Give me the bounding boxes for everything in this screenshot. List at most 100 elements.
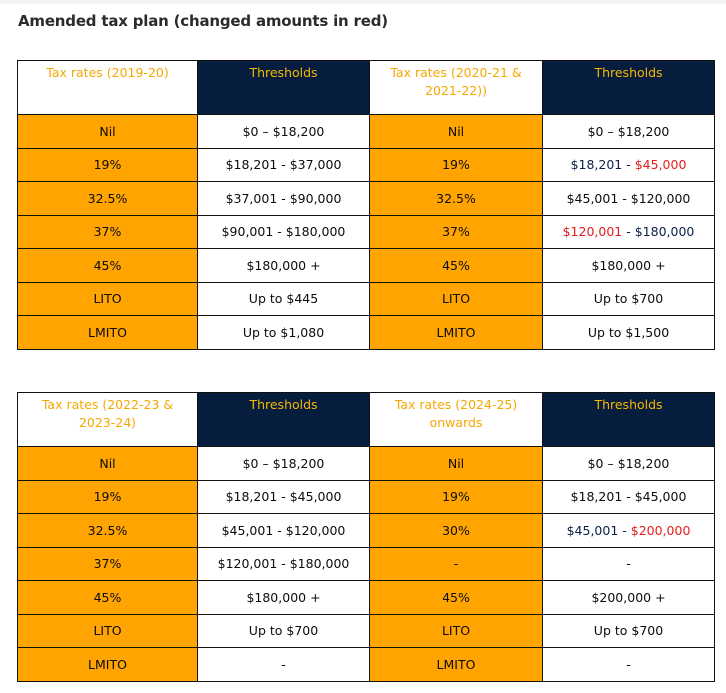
threshold-cell: $0 – $18,200: [197, 114, 370, 149]
threshold-cell: $200,000 +: [542, 580, 715, 615]
changed-threshold-value: $120,001: [562, 224, 623, 240]
threshold-cell: Up to $1,080: [197, 315, 370, 350]
threshold-cell: $45,001 - $200,000: [542, 513, 715, 548]
table-row: LMITO - LMITO -: [17, 647, 715, 682]
threshold-value: - $180,000: [622, 224, 695, 240]
rate-cell: LMITO: [17, 315, 198, 350]
threshold-value: $180,000 +: [591, 257, 666, 273]
threshold-cell: Up to $1,500: [542, 315, 715, 350]
threshold-cell: $120,001 - $180,000: [197, 546, 370, 581]
table-row: 45% $180,000 + 45% $200,000 +: [17, 580, 715, 615]
threshold-cell: $18,201 - $45,000: [542, 147, 715, 182]
table-row: 45% $180,000 + 45% $180,000 +: [17, 248, 715, 283]
threshold-cell: Up to $445: [197, 281, 370, 316]
table-row: Nil $0 – $18,200 Nil $0 – $18,200: [17, 114, 715, 149]
table-row: 32.5% $37,001 - $90,000 32.5% $45,001 - …: [17, 181, 715, 216]
rate-cell: Nil: [17, 446, 198, 481]
threshold-cell: $180,000 +: [197, 248, 370, 283]
rate-cell: LITO: [369, 613, 543, 648]
table-row: 32.5% $45,001 - $120,000 30% $45,001 - $…: [17, 513, 715, 548]
changed-threshold-value: $45,001 - $120,000: [566, 190, 691, 206]
rate-cell: Nil: [369, 446, 543, 481]
threshold-cell: $0 – $18,200: [197, 446, 370, 481]
rate-cell: Nil: [369, 114, 543, 149]
table-row: 19% $18,201 - $37,000 19% $18,201 - $45,…: [17, 147, 715, 182]
rate-cell: LITO: [17, 281, 198, 316]
threshold-value: -: [626, 556, 631, 572]
table-header-row: Tax rates (2019-20) Thresholds Tax rates…: [17, 60, 715, 115]
page-title: Amended tax plan (changed amounts in red…: [18, 12, 388, 30]
rate-cell: 19%: [17, 147, 198, 182]
rate-cell: 37%: [17, 214, 198, 249]
threshold-value: $18,201 - $45,000: [570, 489, 687, 505]
threshold-cell: -: [542, 647, 715, 682]
threshold-cell: $180,000 +: [197, 580, 370, 615]
rate-cell: 45%: [369, 580, 543, 615]
table-row: 37% $120,001 - $180,000 - -: [17, 546, 715, 581]
rate-cell: 19%: [17, 479, 198, 514]
rate-cell: 32.5%: [369, 181, 543, 216]
threshold-cell: $18,201 - $45,000: [542, 479, 715, 514]
threshold-cell: $180,000 +: [542, 248, 715, 283]
table-row: 37% $90,001 - $180,000 37% $120,001 - $1…: [17, 214, 715, 249]
threshold-cell: $0 – $18,200: [542, 446, 715, 481]
threshold-cell: Up to $700: [542, 281, 715, 316]
threshold-cell: -: [542, 546, 715, 581]
rate-cell: Nil: [17, 114, 198, 149]
tax-table-current: Tax rates (2019-20) Thresholds Tax rates…: [17, 60, 715, 350]
threshold-value: $0 – $18,200: [587, 123, 670, 139]
column-header-thresholds: Thresholds: [197, 60, 370, 115]
threshold-cell: $90,001 - $180,000: [197, 214, 370, 249]
column-header-rates: Tax rates (2024-25) onwards: [369, 392, 543, 447]
column-header-rates: Tax rates (2020-21 & 2021-22)): [369, 60, 543, 115]
table-row: Nil $0 – $18,200 Nil $0 – $18,200: [17, 446, 715, 481]
table-header-row: Tax rates (2022-23 & 2023-24) Thresholds…: [17, 392, 715, 447]
changed-threshold-value: Up to $1,500: [587, 324, 670, 340]
rate-cell: 32.5%: [17, 513, 198, 548]
rate-cell: LITO: [369, 281, 543, 316]
tax-table-future: Tax rates (2022-23 & 2023-24) Thresholds…: [17, 392, 715, 682]
threshold-value: $18,201 -: [570, 157, 635, 173]
table-row: LITO Up to $445 LITO Up to $700: [17, 281, 715, 316]
top-divider: [0, 0, 726, 4]
changed-threshold-value: $200,000: [630, 522, 691, 538]
rate-cell: 45%: [17, 248, 198, 283]
rate-cell: 37%: [369, 214, 543, 249]
column-header-rates: Tax rates (2019-20): [17, 60, 198, 115]
threshold-cell: $0 – $18,200: [542, 114, 715, 149]
table-row: 19% $18,201 - $45,000 19% $18,201 - $45,…: [17, 479, 715, 514]
threshold-cell: -: [197, 647, 370, 682]
column-header-thresholds: Thresholds: [197, 392, 370, 447]
rate-cell: 19%: [369, 147, 543, 182]
rate-cell: -: [369, 546, 543, 581]
threshold-cell: Up to $700: [542, 613, 715, 648]
rate-cell: 37%: [17, 546, 198, 581]
column-header-rates: Tax rates (2022-23 & 2023-24): [17, 392, 198, 447]
rate-cell: 30%: [369, 513, 543, 548]
column-header-thresholds: Thresholds: [542, 392, 715, 447]
rate-cell: LMITO: [369, 647, 543, 682]
column-header-thresholds: Thresholds: [542, 60, 715, 115]
threshold-cell: $120,001 - $180,000: [542, 214, 715, 249]
rate-cell: 19%: [369, 479, 543, 514]
changed-threshold-value: Up to $700: [593, 291, 664, 307]
rate-cell: 32.5%: [17, 181, 198, 216]
threshold-cell: $45,001 - $120,000: [197, 513, 370, 548]
rate-cell: 45%: [369, 248, 543, 283]
rate-cell: 45%: [17, 580, 198, 615]
threshold-cell: $18,201 - $45,000: [197, 479, 370, 514]
threshold-value: $0 – $18,200: [587, 455, 670, 471]
threshold-value: $45,001 -: [566, 522, 631, 538]
threshold-cell: $45,001 - $120,000: [542, 181, 715, 216]
rate-cell: LITO: [17, 613, 198, 648]
threshold-value: Up to $700: [593, 623, 664, 639]
threshold-cell: Up to $700: [197, 613, 370, 648]
threshold-cell: $37,001 - $90,000: [197, 181, 370, 216]
rate-cell: LMITO: [17, 647, 198, 682]
rate-cell: LMITO: [369, 315, 543, 350]
changed-threshold-value: $200,000 +: [591, 589, 666, 605]
changed-threshold-value: $45,000: [634, 157, 687, 173]
threshold-value: -: [626, 656, 631, 672]
table-row: LMITO Up to $1,080 LMITO Up to $1,500: [17, 315, 715, 350]
threshold-cell: $18,201 - $37,000: [197, 147, 370, 182]
